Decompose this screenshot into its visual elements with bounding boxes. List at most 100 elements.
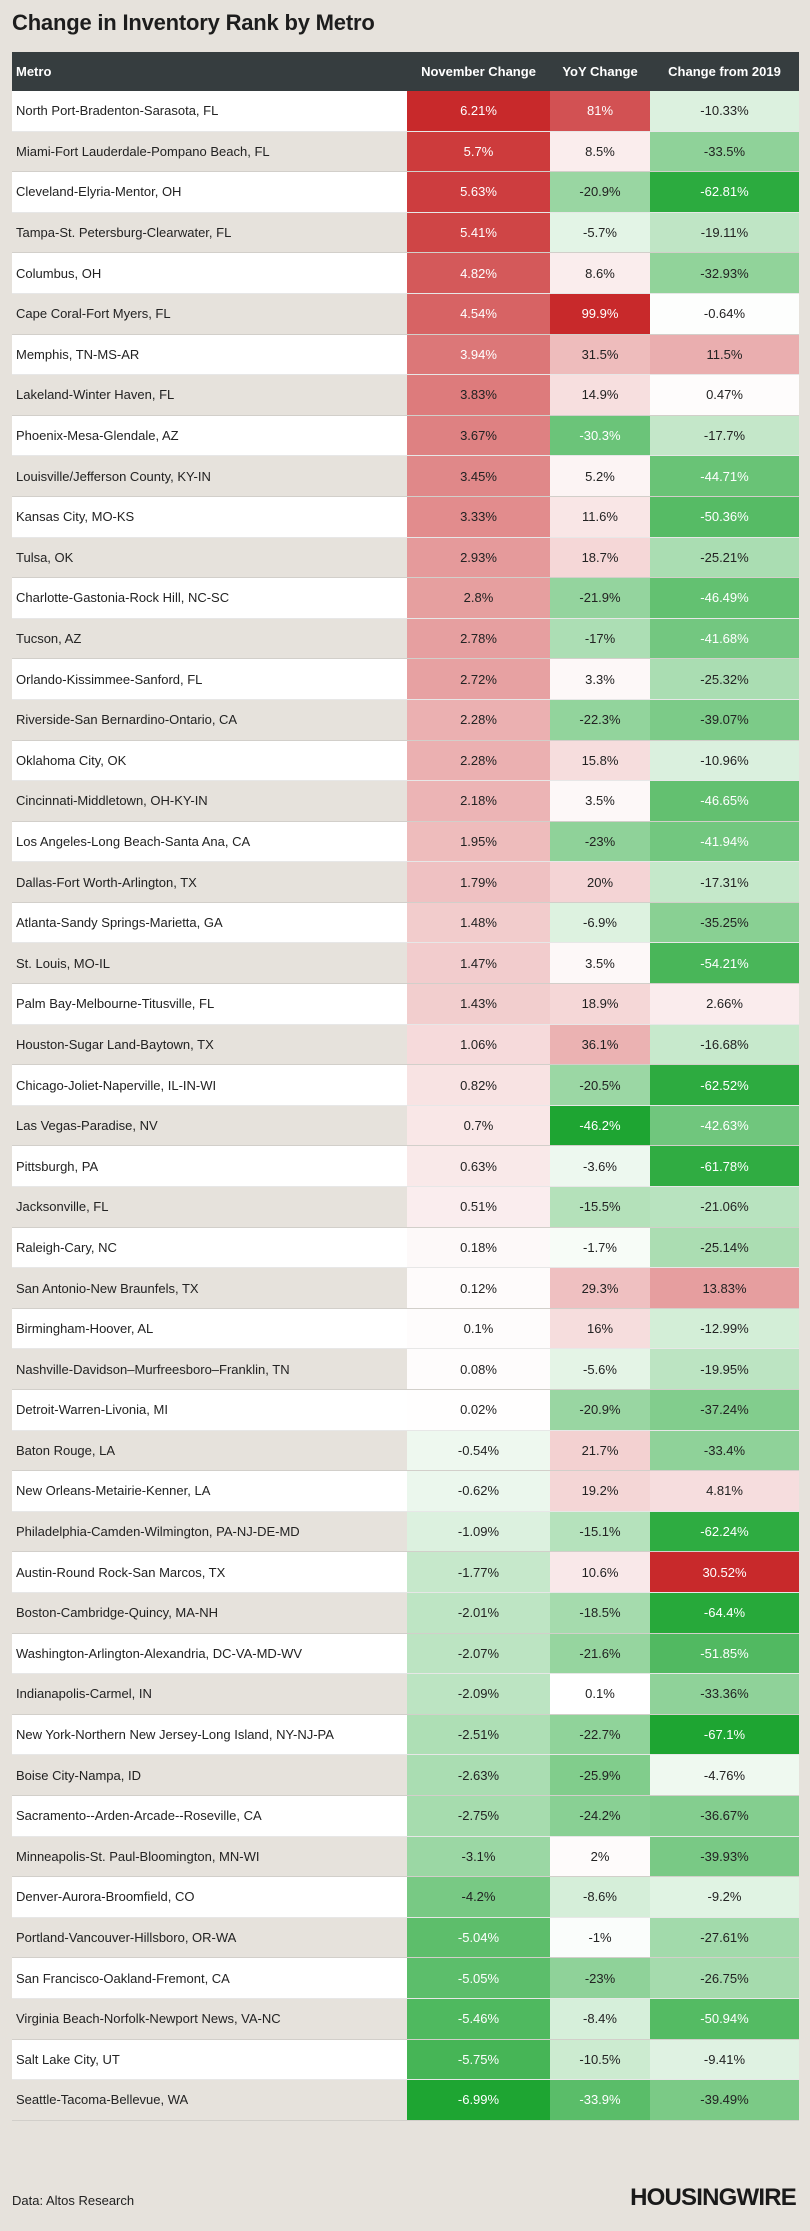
metro-cell: Las Vegas-Paradise, NV [16, 1118, 158, 1134]
yoy-change-cell: -20.5% [550, 1065, 650, 1105]
metro-cell: Orlando-Kissimmee-Sanford, FL [16, 671, 203, 687]
change-from-2019-cell: -27.61% [650, 1917, 799, 1958]
metro-cell: Houston-Sugar Land-Baytown, TX [16, 1036, 214, 1052]
yoy-change-cell: -15.1% [550, 1511, 650, 1552]
table-row: Birmingham-Hoover, AL 0.1% 16% -12.99% [12, 1308, 799, 1350]
change-from-2019-cell: -62.24% [650, 1511, 799, 1552]
inventory-table: Metro November Change YoY Change Change … [12, 52, 799, 2121]
table-row: St. Louis, MO-IL 1.47% 3.5% -54.21% [12, 943, 799, 985]
yoy-change-cell: -15.5% [550, 1187, 650, 1227]
change-from-2019-cell: -61.78% [650, 1146, 799, 1187]
metro-cell: San Antonio-New Braunfels, TX [16, 1280, 199, 1296]
november-change-cell: 1.48% [407, 902, 550, 943]
table-row: Seattle-Tacoma-Bellevue, WA -6.99% -33.9% -… [12, 2080, 799, 2121]
yoy-change-cell: 15.8% [550, 740, 650, 781]
table-row: Portland-Vancouver-Hillsboro, OR-WA -5.04… [12, 1917, 799, 1959]
november-change-cell: -5.46% [407, 1998, 550, 2039]
brand-logo: HOUSINGWIRE [630, 2184, 797, 2211]
yoy-change-cell: -30.3% [550, 415, 650, 456]
yoy-change-cell: -23% [550, 821, 650, 862]
change-from-2019-cell: -42.63% [650, 1105, 799, 1146]
november-change-cell: 2.18% [407, 781, 550, 821]
change-from-2019-cell: -39.07% [650, 699, 799, 740]
change-from-2019-cell: -62.81% [650, 172, 799, 212]
table-row: Riverside-San Bernardino-Ontario, CA 2.28… [12, 699, 799, 741]
metro-cell: Baton Rouge, LA [16, 1442, 116, 1458]
change-from-2019-cell: -44.71% [650, 456, 799, 496]
table-row: Houston-Sugar Land-Baytown, TX 1.06% 36.1%… [12, 1024, 799, 1066]
november-change-cell: 6.21% [407, 91, 550, 131]
metro-cell: Portland-Vancouver-Hillsboro, OR-WA [16, 1930, 237, 1946]
change-from-2019-cell: -12.99% [650, 1308, 799, 1349]
november-change-cell: 4.54% [407, 293, 550, 334]
metro-cell: Louisville/Jefferson County, KY-IN [16, 468, 211, 484]
change-from-2019-cell: -33.4% [650, 1430, 799, 1471]
table-row: Chicago-Joliet-Naperville, IL-IN-WI 0.82%… [12, 1065, 799, 1106]
table-row: Atlanta-Sandy Springs-Marietta, GA 1.48% -… [12, 902, 799, 944]
change-from-2019-cell: -37.24% [650, 1390, 799, 1430]
table-row: Boston-Cambridge-Quincy, MA-NH -2.01% -18.… [12, 1592, 799, 1634]
change-from-2019-cell: 2.66% [650, 984, 799, 1024]
change-from-2019-cell: -17.31% [650, 862, 799, 902]
metro-cell: Cape Coral-Fort Myers, FL [16, 306, 171, 322]
table-row: San Francisco-Oakland-Fremont, CA -5.05% -… [12, 1958, 799, 1999]
metro-cell: Washington-Arlington-Alexandria, DC-VA-M… [16, 1645, 303, 1661]
november-change-cell: 1.47% [407, 943, 550, 984]
november-change-cell: 4.82% [407, 253, 550, 293]
header-change-from-2019: Change from 2019 [668, 64, 781, 79]
yoy-change-cell: -18.5% [550, 1592, 650, 1633]
yoy-change-cell: -24.2% [550, 1795, 650, 1836]
november-change-cell: 5.63% [407, 172, 550, 212]
change-from-2019-cell: -64.4% [650, 1592, 799, 1633]
change-from-2019-cell: -4.76% [650, 1755, 799, 1795]
metro-cell: Virginia Beach-Norfolk-Newport News, VA-… [16, 2011, 281, 2027]
metro-cell: Boston-Cambridge-Quincy, MA-NH [16, 1605, 219, 1621]
yoy-change-cell: -8.4% [550, 1998, 650, 2039]
yoy-change-cell: -22.3% [550, 699, 650, 740]
metro-cell: Philadelphia-Camden-Wilmington, PA-NJ-DE… [16, 1524, 300, 1540]
change-from-2019-cell: 11.5% [650, 334, 799, 375]
metro-cell: Phoenix-Mesa-Glendale, AZ [16, 428, 179, 444]
header-metro: Metro [16, 64, 52, 79]
change-from-2019-cell: -41.68% [650, 618, 799, 659]
change-from-2019-cell: -50.36% [650, 496, 799, 537]
change-from-2019-cell: -16.68% [650, 1024, 799, 1065]
change-from-2019-cell: -32.93% [650, 253, 799, 293]
november-change-cell: -5.05% [407, 1958, 550, 1998]
change-from-2019-cell: -62.52% [650, 1065, 799, 1105]
metro-cell: Minneapolis-St. Paul-Bloomington, MN-WI [16, 1848, 260, 1864]
metro-cell: Tulsa, OK [16, 549, 74, 565]
november-change-cell: 0.82% [407, 1065, 550, 1105]
table-header: Metro November Change YoY Change Change … [12, 52, 799, 91]
table-row: Raleigh-Cary, NC 0.18% -1.7% -25.14% [12, 1227, 799, 1269]
table-row: Washington-Arlington-Alexandria, DC-VA-M… [12, 1633, 799, 1675]
change-from-2019-cell: -17.7% [650, 415, 799, 456]
change-from-2019-cell: -10.33% [650, 91, 799, 131]
table-row: Miami-Fort Lauderdale-Pompano Beach, FL 5… [12, 131, 799, 173]
november-change-cell: 2.28% [407, 699, 550, 740]
yoy-change-cell: -5.6% [550, 1349, 650, 1389]
yoy-change-cell: 18.9% [550, 984, 650, 1024]
yoy-change-cell: -46.2% [550, 1105, 650, 1146]
yoy-change-cell: -33.9% [550, 2080, 650, 2120]
november-change-cell: 2.93% [407, 537, 550, 578]
yoy-change-cell: 8.5% [550, 131, 650, 172]
yoy-change-cell: -1% [550, 1917, 650, 1958]
change-from-2019-cell: -67.1% [650, 1714, 799, 1755]
november-change-cell: -2.01% [407, 1592, 550, 1633]
metro-cell: Indianapolis-Carmel, IN [16, 1686, 152, 1702]
metro-cell: Cleveland-Elyria-Mentor, OH [16, 184, 182, 200]
change-from-2019-cell: -9.41% [650, 2039, 799, 2080]
table-row: Tulsa, OK 2.93% 18.7% -25.21% [12, 537, 799, 579]
yoy-change-cell: 31.5% [550, 334, 650, 375]
metro-cell: Salt Lake City, UT [16, 2051, 120, 2067]
table-row: Salt Lake City, UT -5.75% -10.5% -9.41% [12, 2039, 799, 2081]
november-change-cell: 1.79% [407, 862, 550, 902]
change-from-2019-cell: -46.65% [650, 781, 799, 821]
table-row: Cape Coral-Fort Myers, FL 4.54% 99.9% -0.64… [12, 293, 799, 335]
change-from-2019-cell: -19.11% [650, 212, 799, 253]
november-change-cell: 0.51% [407, 1187, 550, 1227]
november-change-cell: -5.75% [407, 2039, 550, 2080]
change-from-2019-cell: -25.14% [650, 1227, 799, 1268]
yoy-change-cell: 5.2% [550, 456, 650, 496]
